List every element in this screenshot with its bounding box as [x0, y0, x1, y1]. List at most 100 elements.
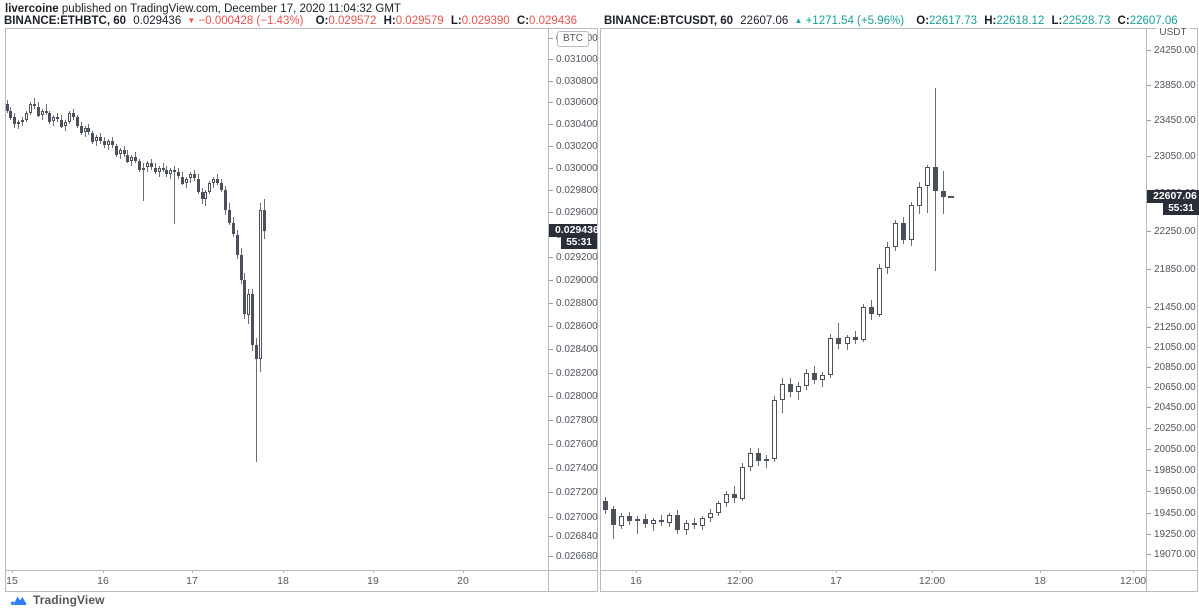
- candle-body: [716, 503, 721, 513]
- candle-body: [107, 141, 110, 145]
- candle-body: [603, 501, 608, 510]
- candle-body: [95, 137, 98, 141]
- candle-body: [893, 223, 898, 247]
- y-axis-tick: 19450.00: [1147, 508, 1199, 519]
- y-axis-tick: 19850.00: [1147, 465, 1199, 476]
- y-axis-tick: 20050.00: [1147, 444, 1199, 455]
- y-axis-tick-label: 21250.00: [1154, 322, 1196, 333]
- up-arrow-icon: ▲: [794, 16, 803, 25]
- y-axis-tick-label: 21450.00: [1154, 302, 1196, 313]
- x-axis-tick-label: 17: [186, 575, 198, 587]
- symbol-legend-ethbtc[interactable]: BINANCE:ETHBTC, 60 0.029436 ▼ −0.000428 …: [4, 15, 577, 27]
- candle-body: [259, 210, 262, 359]
- candle-body: [659, 520, 664, 522]
- tick-mark: [549, 326, 553, 327]
- tick-mark: [1133, 570, 1134, 573]
- y-axis-tick: 0.026680: [549, 551, 598, 562]
- attribution-text: published on TradingView.com, December 1…: [58, 3, 401, 15]
- author-name: livercoine: [5, 3, 59, 15]
- y-axis-tick: 0.028000: [549, 391, 598, 402]
- x-axis-tick-label: 16: [630, 575, 642, 587]
- candle-body: [204, 192, 207, 199]
- candle-body: [193, 174, 196, 178]
- candle-body: [885, 247, 890, 268]
- candle-body: [173, 170, 176, 172]
- candle-body: [84, 128, 87, 132]
- y-axis-tick: 0.027000: [549, 512, 598, 523]
- tick-mark: [549, 38, 553, 39]
- candle-body: [56, 117, 59, 119]
- tick-mark: [549, 420, 553, 421]
- candle-body: [933, 167, 938, 191]
- candle-body: [240, 255, 243, 280]
- price-chart-btcusdt[interactable]: [600, 0, 1146, 570]
- y-axis-tick-label: 0.026840: [556, 531, 598, 542]
- candle-body: [99, 137, 102, 141]
- last-price-dash: [948, 196, 954, 198]
- candle-body: [45, 111, 48, 113]
- tick-mark: [549, 59, 553, 60]
- y-axis-tick: 23050.00: [1147, 151, 1199, 162]
- candle-body: [220, 183, 223, 190]
- candle-body: [635, 519, 640, 521]
- y-axis-tick-label: 0.026680: [556, 551, 598, 562]
- candle-body: [877, 268, 882, 315]
- x-axis-tick-label: 18: [1034, 575, 1046, 587]
- y-axis-tick-label: 19650.00: [1154, 486, 1196, 497]
- tick-mark: [1147, 387, 1151, 388]
- candle-body: [861, 307, 866, 340]
- candle-body: [941, 191, 946, 197]
- candle-body: [126, 155, 129, 162]
- x-axis-btcusdt[interactable]: 16 12:00 17 12:00 18 12:00: [600, 570, 1146, 592]
- y-axis-tick-label: 19850.00: [1154, 465, 1196, 476]
- candle-body: [804, 373, 809, 386]
- tick-mark: [1147, 534, 1151, 535]
- open-label: O:: [916, 15, 930, 27]
- last-price-label-ethbtc: 0.029436 55:31: [549, 224, 599, 249]
- candle-body: [138, 161, 141, 170]
- candle-body: [68, 113, 71, 122]
- x-axis-tick-label: 19: [367, 575, 379, 587]
- tick-mark: [1147, 449, 1151, 450]
- candle-body: [611, 509, 616, 525]
- price-chart-ethbtc[interactable]: [0, 0, 548, 570]
- y-axis-tick-label: 0.028600: [556, 321, 598, 332]
- tick-mark: [549, 146, 553, 147]
- symbol-name: BINANCE:BTCUSDT, 60: [604, 15, 734, 27]
- unit-button-btc[interactable]: BTC: [557, 31, 589, 47]
- tick-mark: [549, 492, 553, 493]
- candle-body: [111, 141, 114, 145]
- y-axis-tick-label: 0.030000: [556, 163, 598, 174]
- candle-body: [853, 337, 858, 340]
- candle-body: [619, 516, 624, 526]
- y-axis-ethbtc[interactable]: 0.026680 0.026840 0.027000 0.027200 0.027400…: [549, 0, 599, 592]
- candle-body: [162, 168, 165, 170]
- y-axis-tick: 23850.00: [1147, 80, 1199, 91]
- y-axis-tick: 21450.00: [1147, 302, 1199, 313]
- last-price-value: 22607.06: [1147, 190, 1199, 203]
- tick-mark: [463, 570, 464, 573]
- footer[interactable]: TradingView: [10, 593, 105, 607]
- candle-body: [48, 113, 51, 122]
- tick-mark: [1147, 307, 1151, 308]
- candle-body: [169, 170, 172, 174]
- y-axis-tick: 0.028400: [549, 344, 598, 355]
- y-axis-tick: 20650.00: [1147, 382, 1199, 393]
- candle-wick: [838, 323, 839, 349]
- tick-mark: [1147, 50, 1151, 51]
- y-axis-tick: 19650.00: [1147, 486, 1199, 497]
- tick-mark: [549, 190, 553, 191]
- x-axis-tick-label: 16: [97, 575, 109, 587]
- candle-body: [33, 104, 36, 106]
- symbol-legend-btcusdt[interactable]: BINANCE:BTCUSDT, 60 22607.06 ▲ +1271.54 …: [604, 15, 1178, 27]
- y-axis-tick-label: 23050.00: [1154, 151, 1196, 162]
- tick-mark: [549, 517, 553, 518]
- y-axis-tick-label: 0.027400: [556, 463, 598, 474]
- y-axis-btcusdt[interactable]: 19070.00 19250.00 19450.00 19650.00 19850.00…: [1147, 0, 1199, 592]
- candle-body: [115, 146, 118, 155]
- y-axis-tick: 21250.00: [1147, 322, 1199, 333]
- x-axis-ethbtc[interactable]: 15 16 17 18 19 20: [0, 570, 548, 592]
- attribution: livercoine published on TradingView.com,…: [5, 3, 401, 15]
- candle-body: [146, 163, 149, 167]
